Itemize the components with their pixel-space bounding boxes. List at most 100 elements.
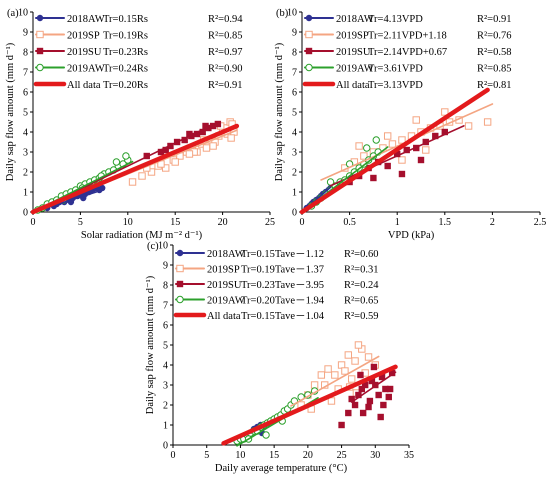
x-tick-label: 20 <box>218 217 228 228</box>
x-axis-label: VPD (kPa) <box>388 230 435 241</box>
legend-label: 2019SP <box>336 30 369 41</box>
data-point <box>181 136 188 144</box>
y-tick-label: 10 <box>287 8 297 19</box>
chart-panel-1: 0 5 10 15 20 25 0 1 2 3 4 5 6 7 8 9 10 Solar radiation (M… <box>5 8 275 242</box>
legend-marker <box>36 63 44 72</box>
data-point <box>366 397 374 405</box>
legend-r2: R²=0.81 <box>477 80 511 91</box>
legend-r2: R²=0.91 <box>477 14 511 25</box>
legend-equation: Tr=3.61VPD <box>368 63 423 74</box>
data-point <box>398 136 406 144</box>
x-tick-label: 0 <box>31 217 36 228</box>
legend-r2: R²=0.91 <box>208 80 242 91</box>
data-point <box>338 421 345 429</box>
y-tick-label: 0 <box>292 208 297 219</box>
legend-marker <box>305 63 313 72</box>
fit-line-all-data <box>221 364 398 446</box>
data-point <box>375 391 382 399</box>
legend-marker <box>36 30 44 39</box>
data-point <box>380 401 387 409</box>
data-point <box>209 142 217 150</box>
data-point <box>310 381 319 389</box>
y-tick-label: 10 <box>158 241 168 252</box>
data-point <box>351 357 359 365</box>
data-point <box>185 150 194 158</box>
y-tick-label: 8 <box>23 48 28 59</box>
data-point <box>171 158 179 166</box>
y-tick-label: 3 <box>163 381 168 392</box>
data-point <box>372 136 380 144</box>
legend-r2: R²=0.60 <box>344 249 378 260</box>
legend-equation: Tr=0.19Tave－1.37 <box>241 264 324 275</box>
data-point <box>324 365 332 373</box>
data-point <box>355 391 362 399</box>
data-point <box>354 341 363 349</box>
y-tick-label: 7 <box>292 68 297 79</box>
series-2019aw <box>233 387 319 445</box>
data-point <box>359 409 367 417</box>
y-tick-label: 9 <box>163 261 168 272</box>
data-point <box>398 170 406 178</box>
y-tick-label: 7 <box>23 68 28 79</box>
legend-marker <box>176 280 184 288</box>
data-point <box>386 385 394 393</box>
data-point <box>337 361 346 369</box>
x-tick-label: 1 <box>395 217 400 228</box>
data-point <box>364 353 373 361</box>
fit-line-all-data <box>30 123 240 215</box>
legend-r2: R²=0.94 <box>208 14 243 25</box>
y-tick-label: 0 <box>23 208 28 219</box>
data-point <box>214 120 222 128</box>
y-tick-label: 5 <box>23 108 28 119</box>
data-point <box>162 146 169 154</box>
y-tick-label: 10 <box>18 8 28 19</box>
data-point <box>422 146 430 154</box>
data-point <box>368 377 376 385</box>
data-point <box>464 122 473 130</box>
fit-line-all-data <box>299 87 490 215</box>
data-point <box>363 144 371 152</box>
data-point <box>147 168 156 176</box>
fit-line-2019su <box>329 125 465 187</box>
y-tick-label: 1 <box>292 188 297 199</box>
y-axis-label: Daily sap flow amount (mm d⁻¹) <box>5 42 16 181</box>
y-tick-label: 1 <box>23 188 28 199</box>
y-tick-label: 4 <box>23 128 28 139</box>
y-tick-label: 6 <box>23 88 28 99</box>
data-point <box>162 164 170 172</box>
y-tick-label: 1 <box>163 421 168 432</box>
legend-label: 2019AW <box>67 63 105 74</box>
x-tick-label: 35 <box>404 450 414 461</box>
x-axis-label: Daily average temperature (°C) <box>215 463 348 474</box>
data-point <box>341 367 349 375</box>
legend-equation: Tr=2.11VPD+1.18 <box>368 30 447 41</box>
x-tick-label: 2.5 <box>534 217 547 228</box>
legend-equation: Tr=4.13VPD <box>368 14 423 25</box>
legend-r2: R²=0.76 <box>477 30 511 41</box>
data-point <box>199 128 206 136</box>
data-point <box>327 397 336 405</box>
y-axis-label: Daily sap flow amount (mm d⁻¹) <box>274 42 285 181</box>
data-point <box>417 156 425 164</box>
legend-label: 2019SU <box>67 47 102 58</box>
x-tick-label: 10 <box>235 450 245 461</box>
panel-label: (a) <box>7 8 19 19</box>
x-tick-label: 15 <box>269 450 279 461</box>
data-point <box>344 351 353 359</box>
y-tick-label: 4 <box>163 361 168 372</box>
data-point <box>422 138 429 146</box>
y-tick-label: 6 <box>163 321 168 332</box>
x-tick-label: 15 <box>170 217 180 228</box>
legend-equation: Tr=0.23Rs <box>103 47 148 58</box>
data-point <box>317 371 326 379</box>
legend-r2: R²=0.85 <box>208 30 242 41</box>
legend-equation: Tr=0.24Rs <box>103 63 148 74</box>
legend-equation: Tr=0.19Rs <box>103 30 148 41</box>
data-point <box>122 152 130 160</box>
legend-label: 2019SU <box>336 47 371 58</box>
x-tick-label: 1.5 <box>439 217 452 228</box>
data-point <box>357 371 364 379</box>
data-point <box>138 172 146 180</box>
fit-line-2019su <box>350 371 397 403</box>
